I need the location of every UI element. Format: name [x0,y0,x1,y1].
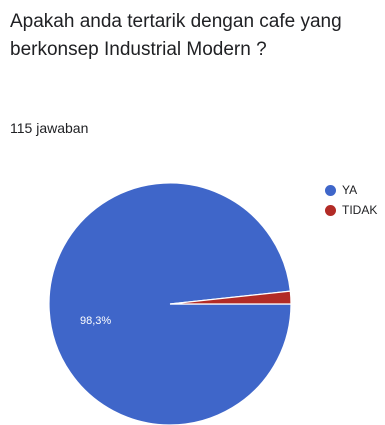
legend-swatch-ya [325,184,336,196]
pie-data-label-ya: 98,3% [80,315,111,327]
response-count: 115 jawaban [10,120,89,136]
pie-slice-tidak [169,290,292,305]
chart-legend: YA TIDAK [325,180,377,220]
legend-swatch-tidak [325,204,336,216]
legend-label-tidak: TIDAK [342,203,378,217]
legend-item-ya: YA [325,180,377,200]
legend-item-tidak: TIDAK [325,200,377,220]
legend-label-ya: YA [342,183,358,197]
question-title: Apakah anda tertarik dengan cafe yang be… [10,11,342,60]
